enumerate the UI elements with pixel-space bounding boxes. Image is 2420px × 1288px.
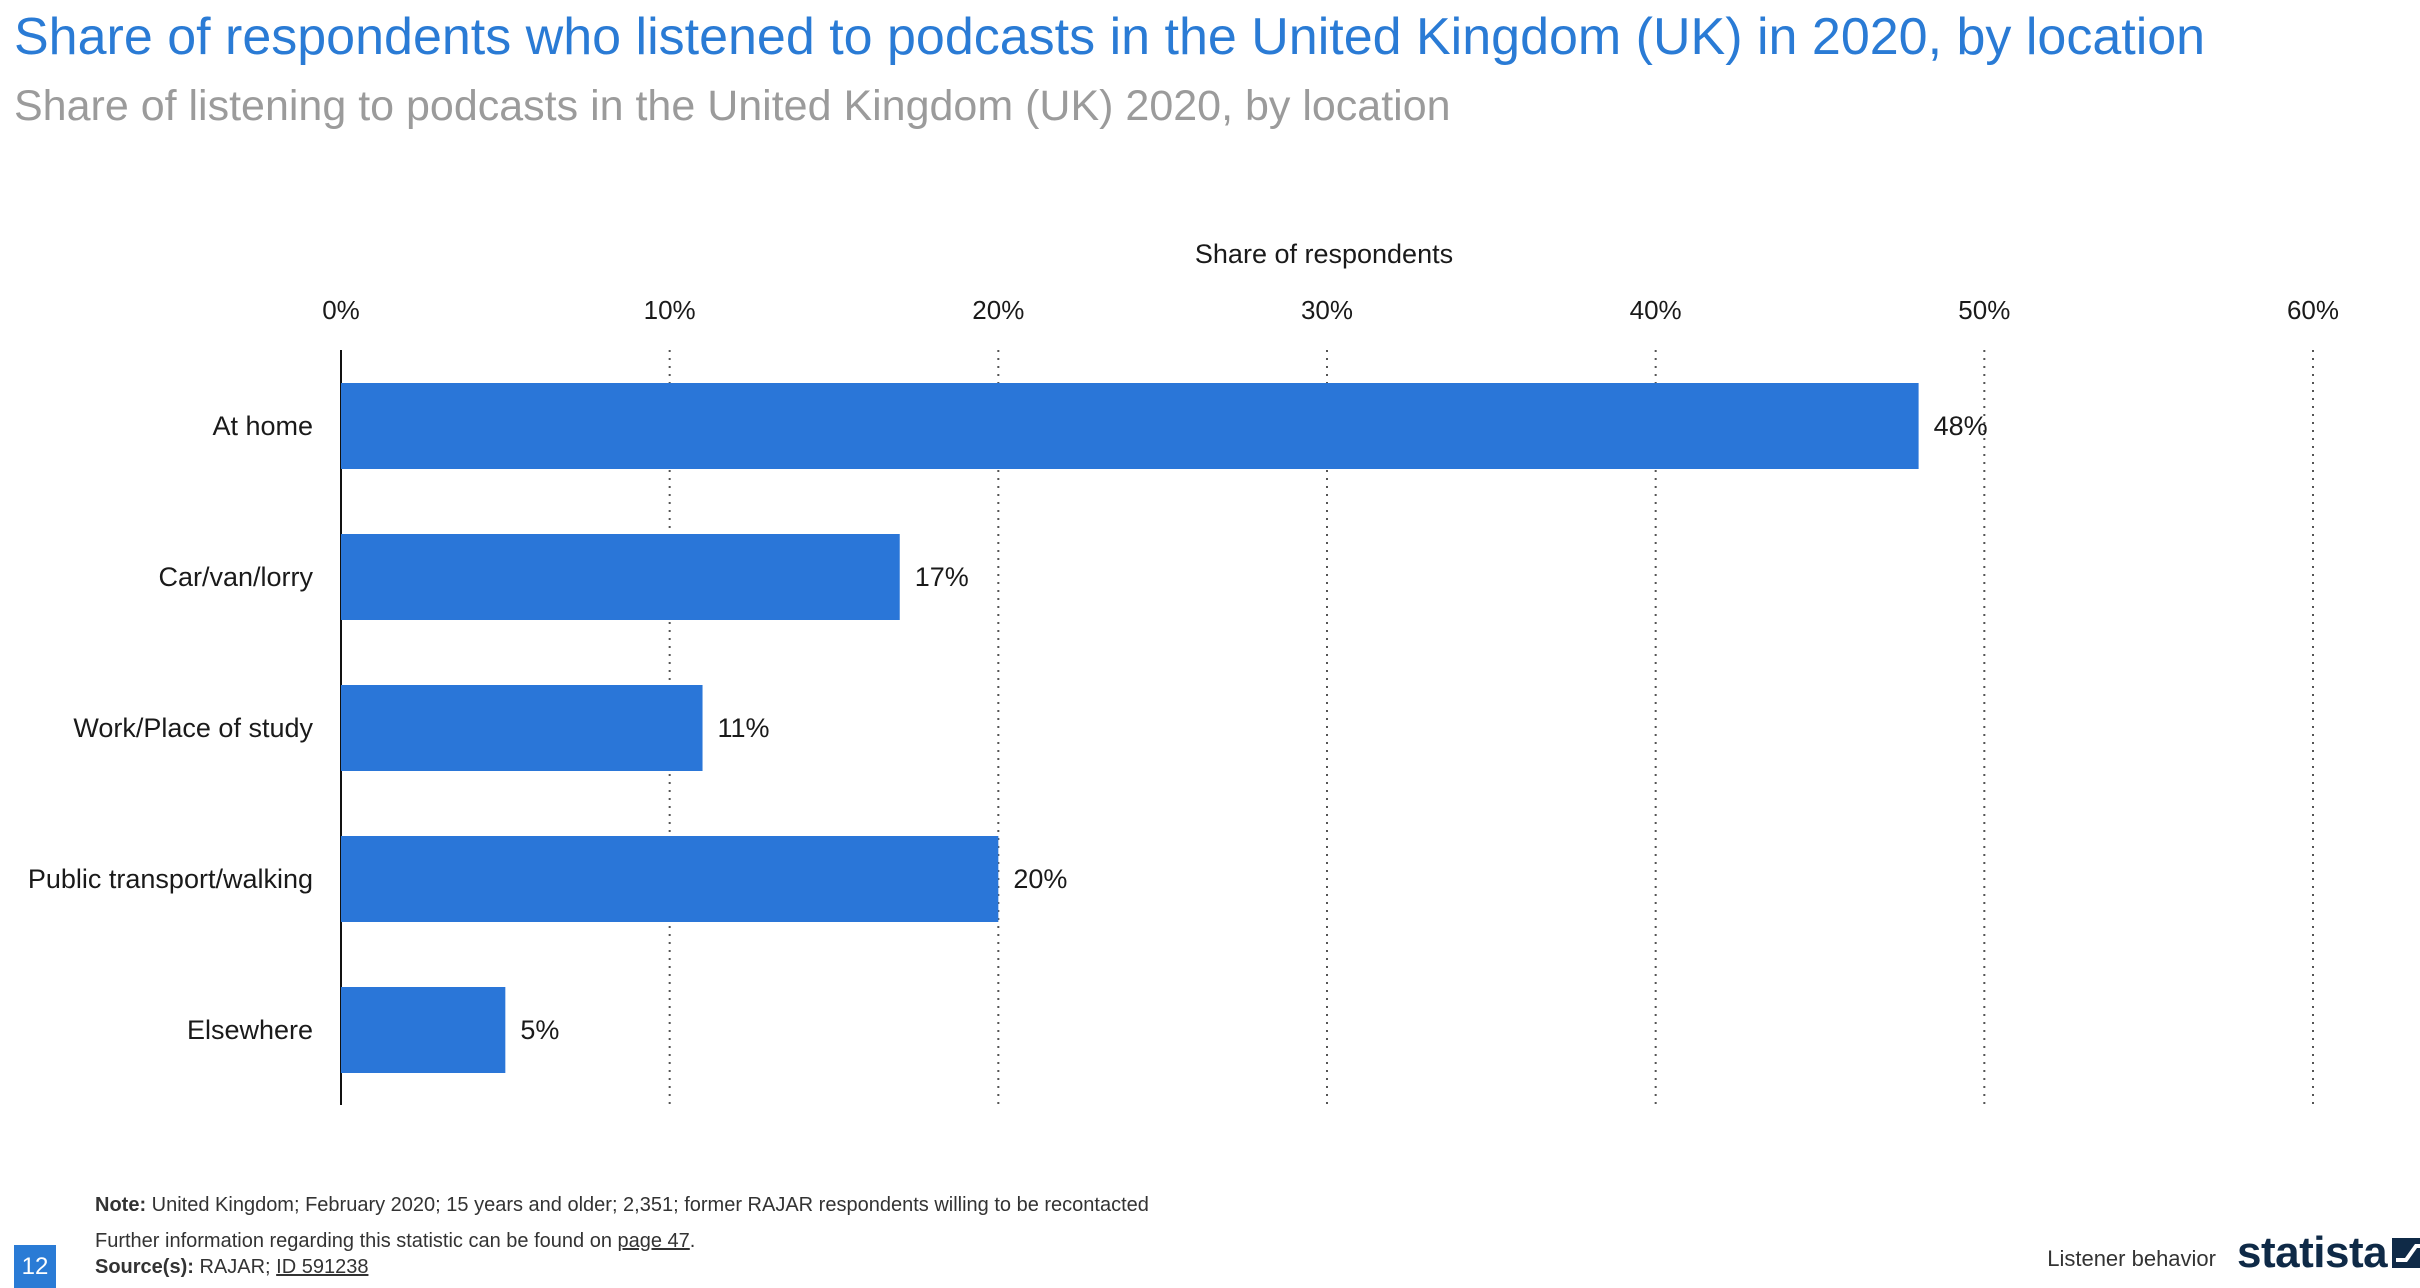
source-text: RAJAR; [193,1256,277,1278]
x-tick-label: 40% [1630,295,1682,325]
info-end: . [689,1230,696,1252]
note-text: United Kingdom; February 2020; 15 years … [146,1194,1149,1216]
x-tick-label: 50% [1958,295,2010,325]
info-page-link[interactable]: page 47 [617,1230,690,1252]
x-tick-label: 30% [1301,295,1353,325]
data-label: 48% [1934,411,1988,441]
category-label: Public transport/walking [28,864,313,894]
x-tick-label: 60% [2287,295,2339,325]
logo-text: statista [2237,1228,2388,1277]
x-tick-label: 10% [644,295,696,325]
section-label: Listener behavior [2047,1246,2216,1271]
data-label: 11% [718,713,770,743]
info-line: Further information regarding this stati… [95,1230,695,1253]
bar [341,685,703,771]
bar [341,987,506,1073]
bar [341,534,900,620]
x-tick-label: 20% [972,295,1024,325]
category-label: Work/Place of study [73,713,313,743]
bar-chart: Share of respondents 0% 10% 20% 30% 40% 50% 60%… [28,239,2339,1105]
data-label: 5% [520,1015,559,1045]
bar [341,836,999,922]
statista-logo: statista [2237,1228,2420,1278]
note-line: Note: United Kingdom; February 2020; 15 … [95,1194,1149,1217]
chart-subtitle: Share of listening to podcasts in the Un… [14,82,1451,130]
category-label: Elsewhere [187,1015,313,1045]
source-line: Source(s): RAJAR; ID 591238 [95,1256,368,1279]
data-label: 20% [1013,864,1067,894]
chart-title: Share of respondents who listened to pod… [14,8,2206,66]
category-label: Car/van/lorry [158,562,313,592]
note-label: Note: [95,1194,147,1216]
logo-flag-icon [2392,1238,2420,1268]
source-label: Source(s): [95,1256,194,1278]
x-tick-label: 0% [322,295,360,325]
data-label: 17% [915,562,969,592]
bars [341,383,1919,1073]
info-text: Further information regarding this stati… [95,1230,618,1252]
x-axis-title: Share of respondents [1195,239,1453,269]
category-label: At home [212,411,313,441]
source-id-link[interactable]: ID 591238 [276,1256,369,1278]
labels: Share of respondents 0% 10% 20% 30% 40% 50% 60%… [28,239,2339,1045]
page-number: 12 [14,1245,56,1288]
bar [341,383,1919,469]
